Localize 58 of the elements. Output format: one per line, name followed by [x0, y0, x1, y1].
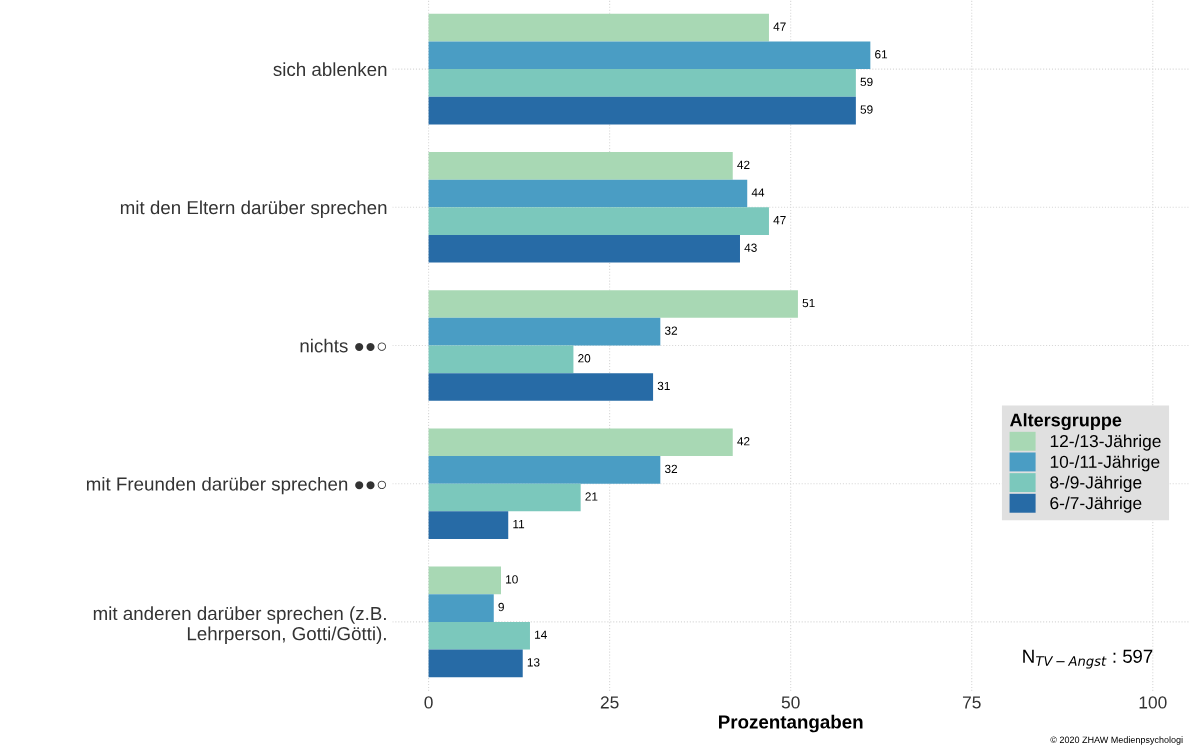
data-label: 44 [751, 188, 765, 197]
data-label: 47 [773, 22, 786, 31]
data-label: 9 [498, 602, 504, 612]
bar [428, 373, 654, 401]
x-axis-title: Prozentangaben [719, 714, 863, 733]
bar [428, 290, 798, 318]
bar [428, 179, 748, 208]
legend-label: 10-/11-Jährige [1050, 455, 1160, 472]
data-label: 13 [527, 658, 540, 667]
data-label: 51 [802, 298, 815, 308]
text: © 2020 ZHAW Medienpsychologi [1050, 736, 1183, 745]
data-label: 31 [657, 381, 670, 391]
bar [428, 594, 494, 622]
data-label: 21 [585, 492, 598, 501]
y-tick-label: nichts ●●○ [300, 338, 386, 353]
data-label: 32 [664, 464, 678, 474]
bar [428, 566, 501, 595]
bar [428, 483, 581, 512]
data-label: 47 [773, 216, 786, 225]
legend-title: Altersgruppe [1010, 413, 1122, 431]
bar [428, 234, 740, 263]
bar [428, 69, 856, 97]
bar [428, 41, 871, 70]
data-label: 11 [513, 520, 525, 529]
bar [428, 207, 769, 235]
bar [428, 621, 530, 650]
x-tick-label: 0 [424, 696, 433, 709]
data-label: 20 [578, 354, 591, 363]
legend-label: 8-/9-Jährige [1050, 475, 1142, 493]
data-label: 14 [535, 630, 547, 639]
bar [428, 152, 733, 180]
data-label: 32 [664, 326, 678, 335]
y-tick-label: mit anderen darüber sprechen (z.B. Lehrperson, Gotti/Götti). [93, 606, 386, 645]
bar [428, 96, 856, 125]
bar [428, 345, 574, 374]
bar [428, 428, 733, 457]
data-label: 59 [860, 105, 873, 114]
data-label: 59 [860, 77, 873, 87]
y-tick-label: mit den Eltern darüber sprechen [120, 200, 387, 218]
bar [428, 317, 661, 346]
x-tick-label: 75 [962, 696, 981, 709]
bar [428, 649, 523, 678]
data-label: 10 [506, 575, 518, 584]
data-label: 42 [737, 437, 750, 446]
bar [428, 511, 509, 539]
data-label: 61 [875, 50, 888, 59]
y-tick-label: sich ablenken [273, 62, 387, 77]
data-label: 43 [744, 243, 757, 252]
bar [428, 13, 769, 42]
data-label: 42 [737, 160, 750, 169]
legend-label: 6-/7-Jährige [1050, 496, 1142, 513]
bar [428, 456, 661, 484]
x-tick-label: 25 [600, 696, 619, 709]
y-tick-label: mit Freunden darüber sprechen ●●○ [86, 476, 386, 495]
legend-label: 12-/13-Jährige [1050, 434, 1161, 451]
x-tick-label: 100 [1139, 696, 1167, 709]
x-tick-label: 50 [781, 696, 800, 709]
annotation: N$_{TV−Angst}$ : 597 [1023, 649, 1153, 669]
